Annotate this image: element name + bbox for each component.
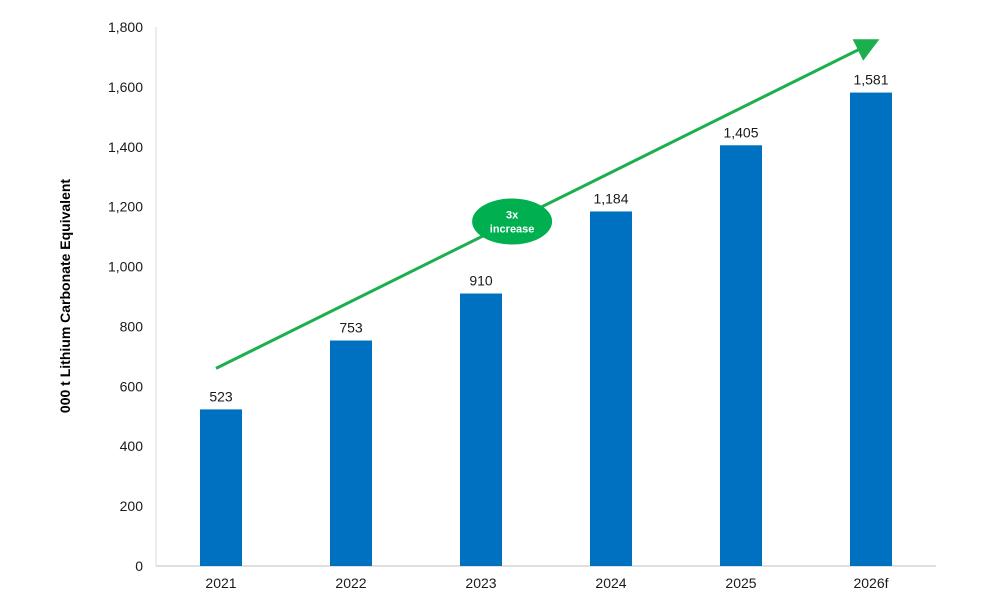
x-tick-label: 2026f: [853, 575, 888, 591]
badge-text-line-1: 3x: [506, 209, 519, 221]
trend-arrow: [215, 39, 880, 370]
increase-badge: [472, 198, 553, 245]
data-label: 753: [339, 320, 363, 336]
bar: [200, 409, 242, 566]
y-tick-label: 200: [120, 498, 144, 514]
bar: [330, 340, 372, 566]
data-label: 1,405: [723, 124, 758, 140]
bar: [720, 145, 762, 566]
y-tick-label: 400: [120, 438, 144, 454]
y-tick-label: 1,000: [108, 259, 143, 275]
data-label: 910: [469, 273, 493, 289]
x-tick-label: 2023: [465, 575, 496, 591]
y-tick-label: 1,800: [108, 19, 143, 35]
x-tick-label: 2024: [595, 575, 626, 591]
data-labels: 523 753 910 1,184 1,405 1,581: [209, 72, 888, 405]
y-tick-label: 1,400: [108, 139, 143, 155]
y-tick-label: 1,200: [108, 199, 143, 215]
trend-annotation: 3x increase: [215, 39, 880, 370]
y-tick-label: 1,600: [108, 79, 143, 95]
y-axis-title: 000 t Lithium Carbonate Equivalent: [57, 179, 73, 413]
data-label: 1,184: [593, 190, 628, 206]
bar: [460, 293, 502, 566]
bar: [850, 92, 892, 566]
x-tick-labels: 2021 2022 2023 2024 2025 2026f: [205, 575, 888, 591]
data-label: 523: [209, 388, 233, 404]
y-tick-labels: 0 200 400 600 800 1,000 1,200 1,400 1,600 1,800: [108, 19, 143, 574]
y-tick-label: 600: [120, 378, 144, 394]
x-tick-label: 2021: [205, 575, 236, 591]
y-tick-label: 800: [120, 318, 144, 334]
bar: [590, 211, 632, 567]
x-tick-label: 2022: [335, 575, 366, 591]
bars: [200, 92, 892, 567]
data-label: 1,581: [853, 72, 888, 88]
x-tick-label: 2025: [725, 575, 756, 591]
badge-text-line-2: increase: [490, 223, 535, 235]
y-tick-label: 0: [135, 558, 143, 574]
